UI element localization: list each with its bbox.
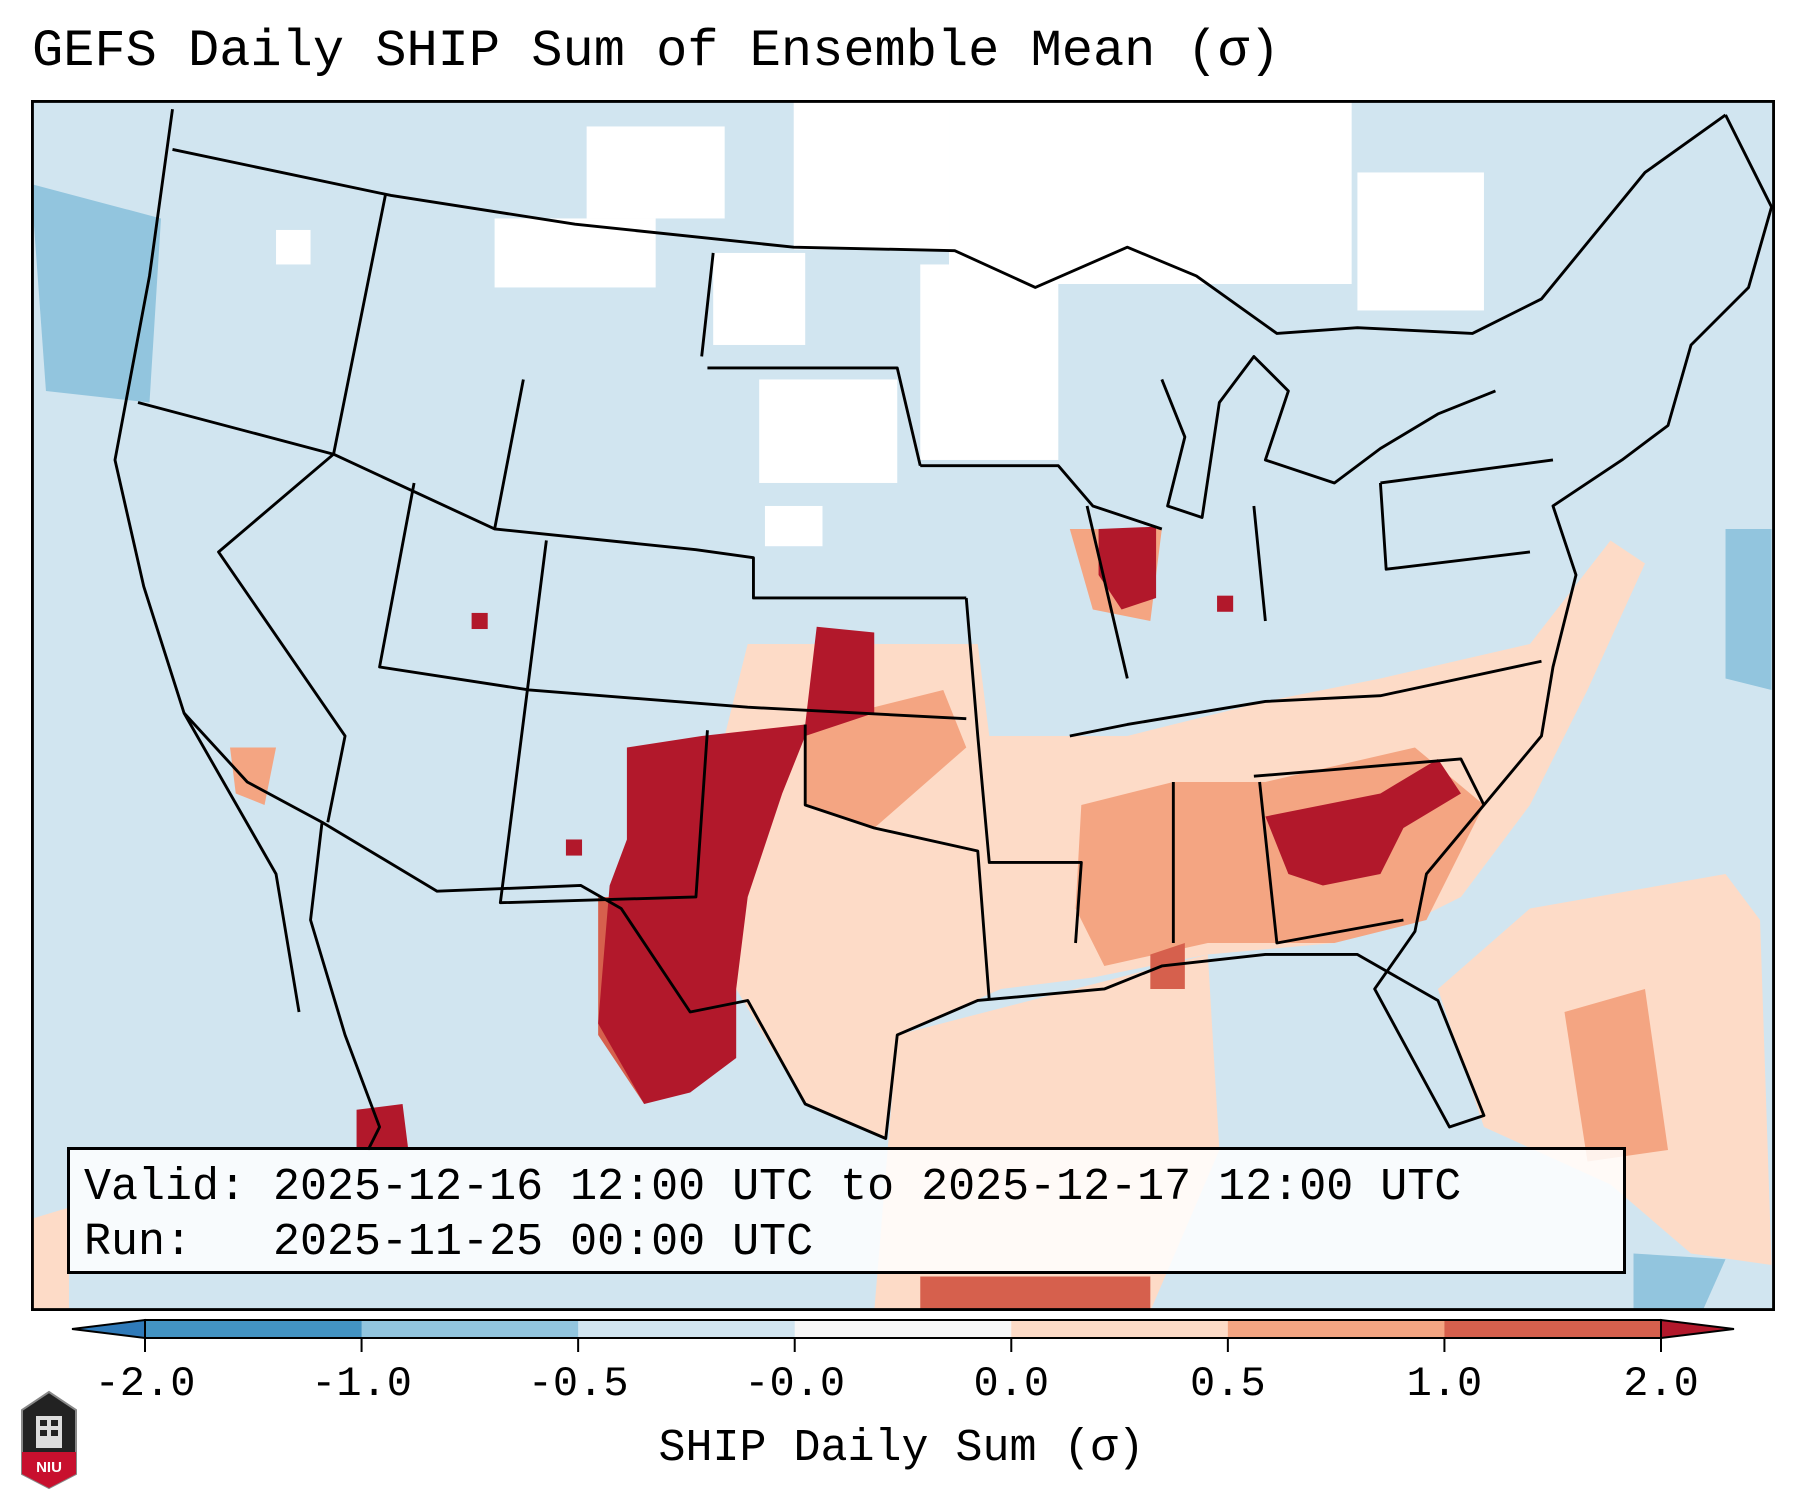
coastlines-and-borders — [113, 109, 1773, 1151]
colorbar-bin — [1011, 1320, 1229, 1338]
colorbar-tick-label: 0.5 — [1190, 1360, 1266, 1408]
logo-text: NIU — [36, 1459, 62, 1476]
colorbar-bin — [361, 1320, 579, 1338]
colorbar-label: SHIP Daily Sum (σ) — [658, 1423, 1145, 1474]
colorbar-bin — [578, 1320, 796, 1338]
colorbar-bin — [794, 1320, 1012, 1338]
colorbar-tick-label: 0.0 — [973, 1360, 1050, 1408]
great-lakes — [1160, 355, 1496, 519]
valid-run-info-box: Valid: 2025-12-16 12:00 UTC to 2025-12-1… — [67, 1147, 1626, 1274]
colorbar — [71, 1318, 1735, 1352]
colorbar-tick-label: 2.0 — [1623, 1360, 1699, 1408]
colorbar-bin — [1227, 1320, 1445, 1338]
map-frame — [31, 100, 1775, 1311]
chart-title: GEFS Daily SHIP Sum of Ensemble Mean (σ) — [32, 22, 1281, 81]
colorbar-bin — [1444, 1320, 1662, 1338]
blue-negative-patches — [31, 183, 1772, 1311]
colorbar-extend-low — [71, 1318, 146, 1340]
white-near-zero-patches — [276, 100, 1484, 547]
colorbar-tick-label: -0.5 — [527, 1360, 629, 1408]
niu-logo: NIU — [21, 1390, 77, 1490]
colorbar-bin — [145, 1320, 363, 1338]
colorbar-outline — [144, 1319, 1662, 1339]
valid-time-text: Valid: 2025-12-16 12:00 UTC to 2025-12-1… — [84, 1162, 1462, 1213]
colorbar-tick-label: -1.0 — [311, 1360, 412, 1408]
map-panel — [31, 100, 1775, 1311]
colorbar-tick-label: -0.0 — [744, 1360, 846, 1408]
colorbar-tick-label: 1.0 — [1406, 1360, 1483, 1408]
mexico-coast — [182, 712, 382, 1151]
colorbar-tick-label: -2.0 — [94, 1360, 196, 1408]
canada-border — [172, 113, 1727, 335]
run-time-text: Run: 2025-11-25 00:00 UTC — [84, 1217, 814, 1268]
colorbar-extend-high — [1660, 1318, 1735, 1340]
state-lines — [137, 195, 1554, 1001]
extreme-positive-areas — [356, 526, 1461, 1150]
